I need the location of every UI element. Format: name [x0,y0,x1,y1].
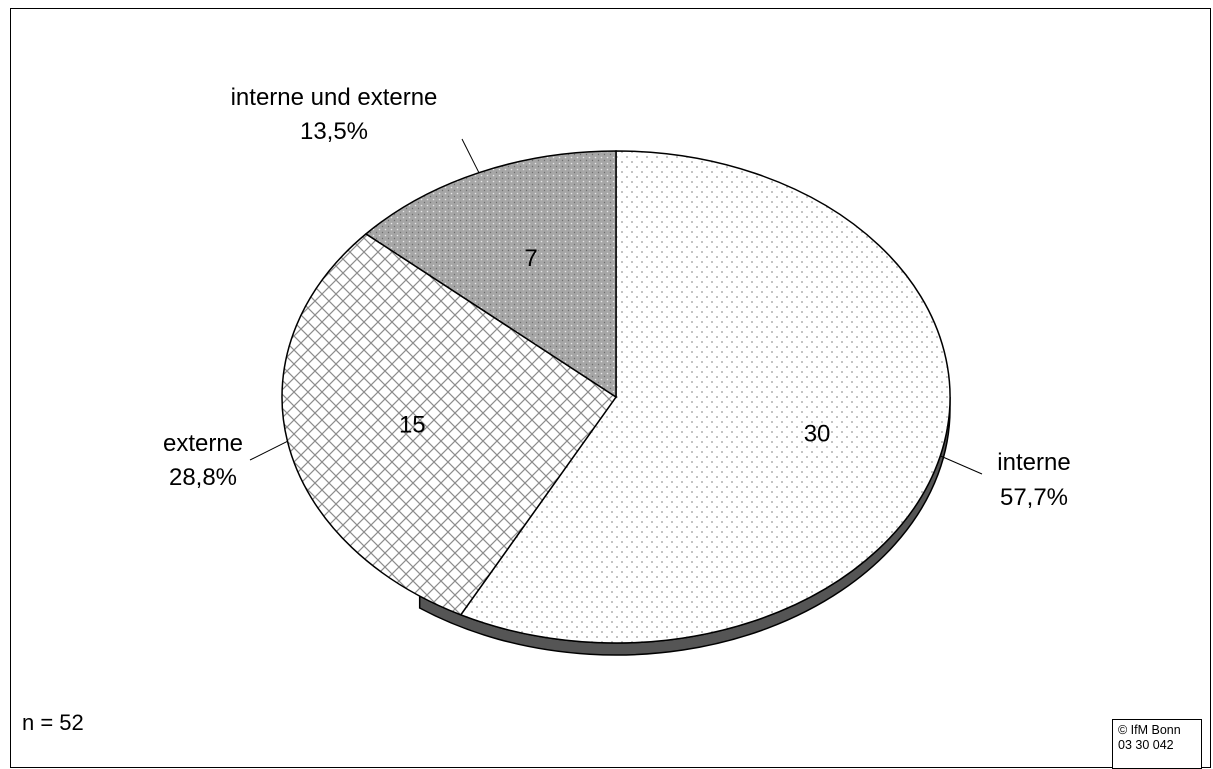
pie-slice-3 [364,150,617,399]
slice-value-1: 30 [804,421,831,448]
slice-value-3: 7 [524,245,537,272]
slice-percent-1: 57,7% [1000,484,1068,511]
copyright-box: © IfM Bonn 03 30 042 [1112,719,1202,769]
sample-size: n = 52 [22,710,84,735]
slice-label-1: interne [997,449,1070,476]
slice-label-3: interne und externe [231,84,438,111]
slice-value-2: 15 [399,411,426,438]
slice-label-2: externe [163,430,243,457]
copyright-line-2: 03 30 042 [1118,738,1174,752]
leader-line-2 [249,440,288,461]
copyright-line-1: © IfM Bonn [1118,723,1181,737]
slice-percent-2: 28,8% [169,464,237,491]
leader-line-3 [461,138,480,173]
slice-percent-3: 13,5% [300,118,368,145]
leader-line-1 [940,455,983,475]
